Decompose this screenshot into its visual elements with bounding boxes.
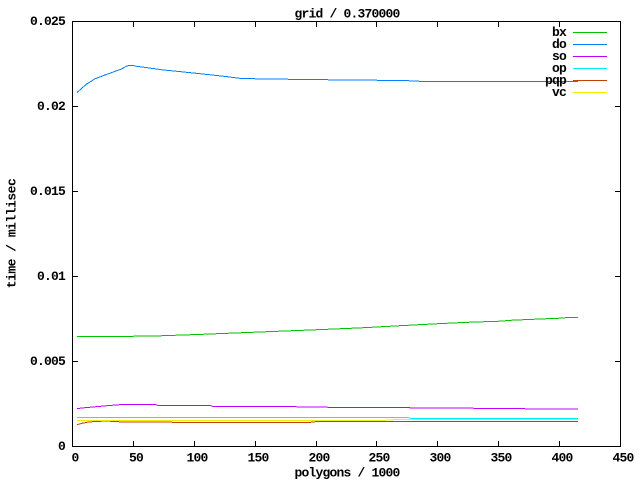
svg-text:0: 0 — [58, 439, 66, 454]
svg-text:0.005: 0.005 — [30, 354, 66, 369]
svg-text:op: op — [552, 61, 567, 76]
svg-text:0.025: 0.025 — [30, 14, 66, 29]
svg-text:150: 150 — [247, 451, 269, 466]
svg-text:bx: bx — [552, 25, 567, 40]
svg-text:time / millisec: time / millisec — [5, 178, 20, 288]
svg-text:50: 50 — [129, 451, 144, 466]
svg-text:grid / 0.370000: grid / 0.370000 — [294, 7, 400, 22]
svg-text:200: 200 — [308, 451, 330, 466]
svg-text:polygons / 1000: polygons / 1000 — [294, 466, 400, 480]
svg-text:100: 100 — [186, 451, 208, 466]
svg-text:pqp: pqp — [545, 73, 567, 88]
svg-text:250: 250 — [368, 451, 390, 466]
svg-text:0.01: 0.01 — [37, 269, 66, 284]
svg-text:do: do — [552, 37, 567, 52]
svg-text:vc: vc — [552, 85, 567, 100]
svg-text:300: 300 — [429, 451, 451, 466]
svg-text:400: 400 — [551, 451, 573, 466]
svg-text:350: 350 — [490, 451, 512, 466]
svg-text:0.015: 0.015 — [30, 184, 66, 199]
svg-text:450: 450 — [612, 451, 634, 466]
svg-text:0.02: 0.02 — [37, 99, 66, 114]
svg-text:0: 0 — [71, 451, 79, 466]
svg-text:so: so — [552, 49, 567, 64]
